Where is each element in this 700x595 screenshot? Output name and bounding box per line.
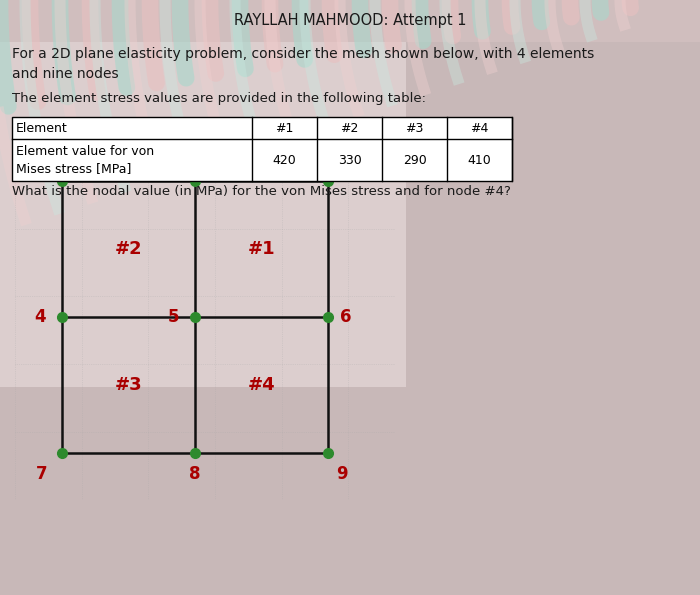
Text: #2: #2 <box>115 240 142 258</box>
Text: RAYLLAH MAHMOOD: Attempt 1: RAYLLAH MAHMOOD: Attempt 1 <box>234 12 466 27</box>
Text: 2: 2 <box>189 153 201 171</box>
Text: 5: 5 <box>168 308 179 326</box>
Text: 7: 7 <box>36 465 48 483</box>
Text: For a 2D plane elasticity problem, consider the mesh shown below, with 4 element: For a 2D plane elasticity problem, consi… <box>12 47 594 80</box>
Text: 410: 410 <box>468 154 491 167</box>
Text: 3: 3 <box>323 153 334 171</box>
Bar <box>12 117 512 181</box>
Text: 4: 4 <box>34 308 46 326</box>
Text: 9: 9 <box>336 465 347 483</box>
Text: What is the nodal value (in MPa) for the von Mises stress and for node #4?: What is the nodal value (in MPa) for the… <box>12 185 511 198</box>
Bar <box>0 0 406 387</box>
Text: 8: 8 <box>189 465 201 483</box>
Text: The element stress values are provided in the following table:: The element stress values are provided i… <box>12 92 426 105</box>
Text: 6: 6 <box>340 308 351 326</box>
Text: #1: #1 <box>248 240 276 258</box>
Text: 290: 290 <box>402 154 426 167</box>
Text: #1: #1 <box>275 121 294 134</box>
Text: Element value for von
Mises stress [MPa]: Element value for von Mises stress [MPa] <box>16 145 154 175</box>
Text: Element: Element <box>16 121 68 134</box>
Text: #4: #4 <box>470 121 489 134</box>
Text: #4: #4 <box>248 375 276 394</box>
Bar <box>0 0 700 42</box>
Text: 1: 1 <box>36 155 48 173</box>
Text: #2: #2 <box>340 121 358 134</box>
Text: #3: #3 <box>405 121 424 134</box>
Text: 420: 420 <box>272 154 296 167</box>
Text: 330: 330 <box>337 154 361 167</box>
Text: #3: #3 <box>115 375 142 394</box>
